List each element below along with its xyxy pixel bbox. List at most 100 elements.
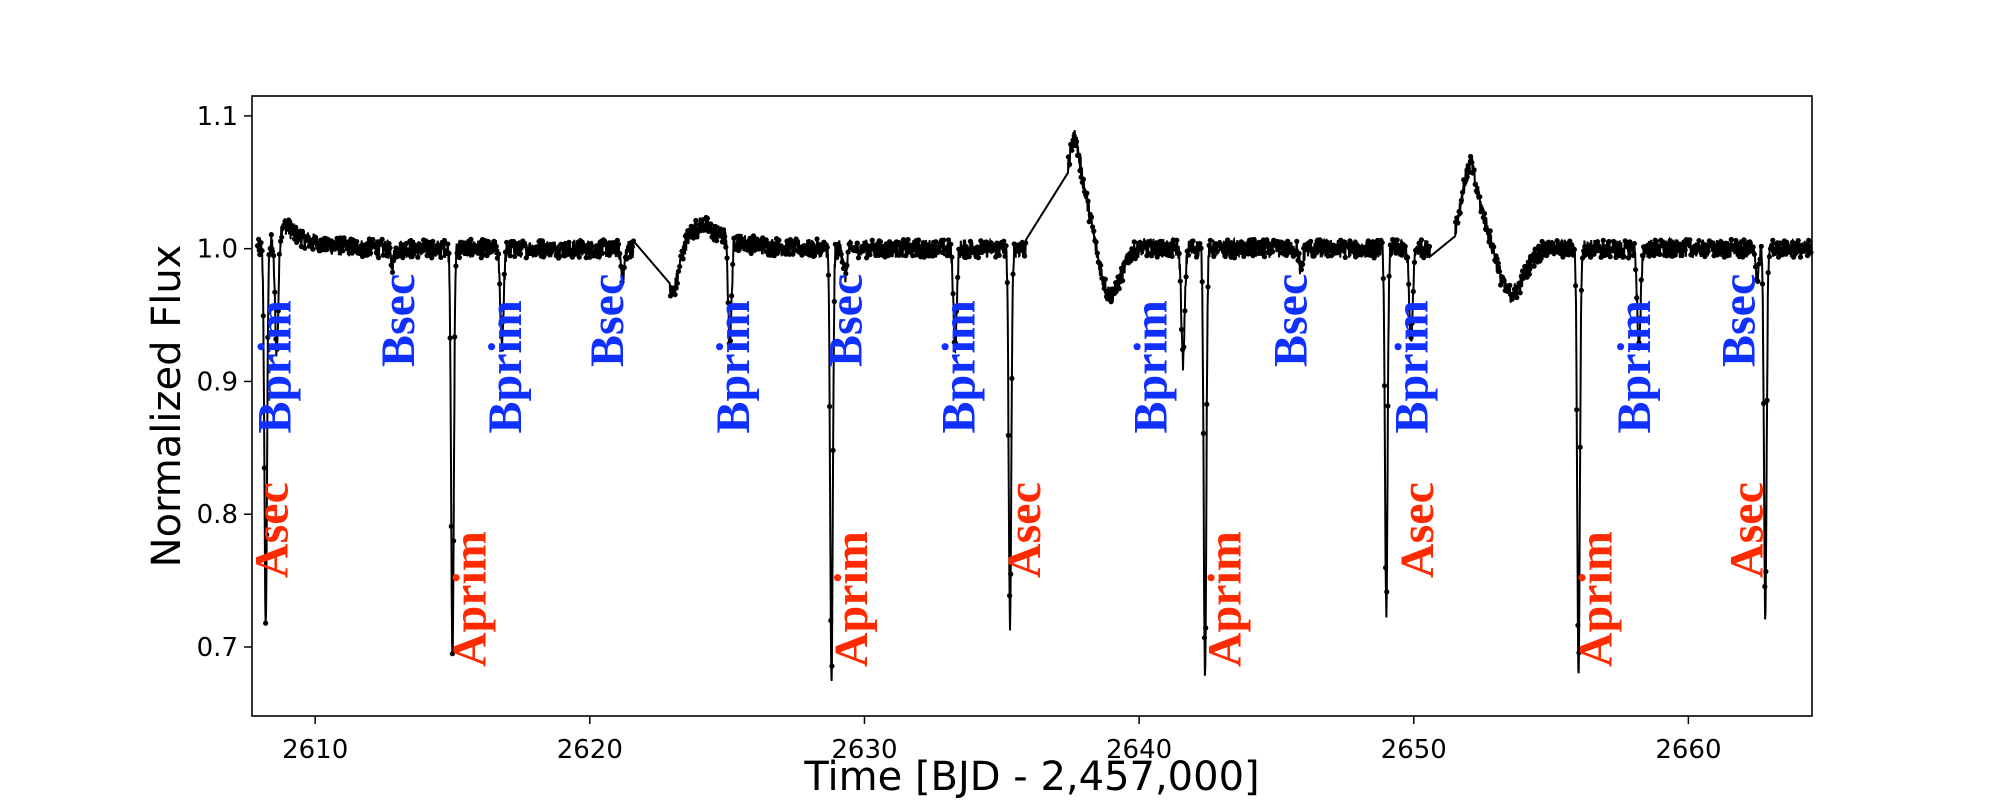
y-tick-label: 0.9	[197, 367, 238, 397]
flux-point	[885, 252, 892, 258]
x-tick-label: 2660	[1655, 735, 1721, 765]
flux-point	[945, 237, 952, 243]
flux-point	[517, 251, 524, 257]
flux-point	[406, 247, 412, 253]
flux-point	[1076, 152, 1082, 158]
flux-point	[1133, 252, 1140, 258]
flux-point	[619, 279, 625, 285]
flux-point	[677, 263, 683, 270]
flux-point	[1560, 254, 1566, 260]
flux-point	[1116, 286, 1122, 292]
flux-point	[1200, 430, 1206, 436]
flux-point	[1477, 194, 1483, 200]
flux-point	[1507, 282, 1513, 288]
flux-point	[1356, 244, 1362, 250]
flux-point	[387, 245, 393, 251]
flux-point	[1564, 245, 1571, 251]
flux-point	[674, 280, 681, 286]
flux-point	[1008, 571, 1014, 577]
flux-point	[771, 253, 777, 259]
eclipse-label-bprim: Bprim	[932, 300, 985, 433]
flux-point	[376, 255, 382, 261]
flux-point	[1509, 296, 1515, 302]
flux-point	[834, 255, 840, 261]
flux-point	[1156, 247, 1163, 253]
flux-point	[1755, 278, 1761, 284]
flux-point	[1583, 252, 1589, 258]
flux-point	[499, 346, 505, 352]
flux-point	[341, 235, 347, 241]
flux-point	[1278, 244, 1284, 250]
flux-point	[1795, 238, 1801, 244]
flux-point	[1777, 240, 1783, 246]
flux-point	[397, 246, 404, 252]
flux-point	[260, 313, 266, 319]
flux-point	[679, 248, 685, 254]
flux-point	[1606, 238, 1612, 245]
flux-point	[312, 234, 318, 240]
flux-point	[1098, 262, 1104, 268]
flux-point	[539, 238, 546, 244]
flux-point	[1339, 243, 1345, 249]
flux-point	[1181, 344, 1187, 350]
x-tick-label: 2650	[1381, 735, 1447, 765]
flux-point	[603, 240, 609, 246]
flux-point	[745, 247, 751, 253]
flux-point	[845, 249, 851, 255]
flux-point	[1370, 239, 1376, 245]
flux-point	[1169, 253, 1175, 259]
flux-point	[974, 244, 980, 250]
flux-point	[1726, 251, 1732, 257]
flux-point	[1457, 210, 1463, 216]
eclipse-label-asec: Asec	[246, 482, 299, 578]
flux-point	[493, 243, 499, 250]
flux-point	[1596, 243, 1602, 249]
flux-point	[1633, 267, 1639, 273]
flux-point	[1023, 240, 1029, 246]
flux-point	[1102, 276, 1108, 282]
flux-point	[259, 248, 265, 254]
flux-point	[592, 249, 599, 255]
flux-point	[1687, 237, 1693, 243]
flux-point	[1093, 239, 1099, 245]
flux-point	[1657, 251, 1663, 257]
flux-point	[1294, 238, 1300, 244]
flux-point	[621, 264, 627, 271]
flux-point	[264, 532, 270, 538]
flux-point	[1801, 248, 1807, 254]
flux-point	[1792, 251, 1798, 257]
flux-point	[1778, 251, 1784, 258]
flux-point	[704, 215, 711, 221]
flux-point	[560, 241, 566, 247]
flux-point	[272, 289, 278, 295]
flux-point	[1128, 258, 1134, 264]
flux-point	[1517, 290, 1523, 296]
flux-point	[1068, 141, 1074, 147]
flux-point	[1206, 242, 1212, 248]
flux-point	[324, 247, 330, 253]
flux-point	[1588, 254, 1594, 260]
x-tick-label: 2620	[557, 735, 623, 765]
flux-point	[1086, 219, 1092, 225]
flux-point	[767, 242, 773, 249]
flux-point	[1643, 249, 1649, 255]
flux-point	[1526, 271, 1532, 277]
flux-point	[1411, 259, 1418, 265]
flux-point	[1774, 247, 1780, 253]
flux-point	[1211, 253, 1217, 259]
flux-point	[299, 229, 306, 235]
flux-point	[935, 248, 941, 254]
flux-point	[365, 240, 371, 246]
flux-point	[1285, 238, 1291, 244]
flux-point	[476, 249, 482, 255]
flux-point	[1296, 250, 1302, 256]
flux-point	[829, 663, 835, 669]
flux-point	[1514, 294, 1520, 301]
flux-point	[1207, 237, 1213, 243]
flux-point	[1118, 265, 1125, 271]
flux-point	[1653, 238, 1659, 244]
flux-point	[975, 255, 982, 261]
flux-point	[1205, 284, 1211, 290]
flux-point	[1418, 237, 1424, 243]
flux-point	[1665, 242, 1671, 248]
